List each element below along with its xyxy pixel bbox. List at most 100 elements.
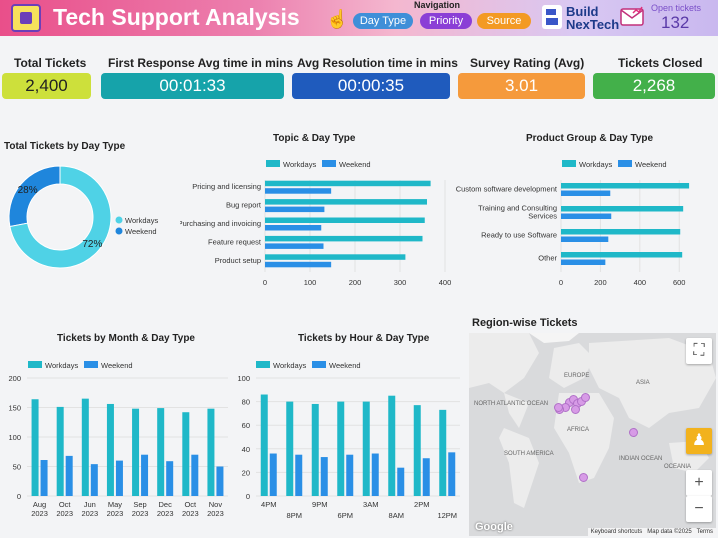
map-pin[interactable] [581, 393, 590, 402]
map-pin[interactable] [571, 405, 580, 414]
nav-day-type-button[interactable]: Day Type [353, 13, 413, 29]
map-region-label: SOUTH AMERICA [504, 451, 554, 457]
brand-logo-icon [542, 5, 562, 29]
bar-workdays [413, 405, 421, 496]
category-label: Bug report [226, 201, 262, 210]
bar-weekend [65, 455, 73, 496]
bar-weekend [561, 259, 606, 265]
map-region-label: AFRICA [567, 427, 590, 433]
zoom-out-button[interactable]: − [686, 496, 712, 522]
bar-weekend [265, 206, 325, 213]
bar-workdays [286, 401, 294, 496]
x-tick-label: 6PM [338, 511, 353, 520]
map-pin[interactable] [629, 428, 638, 437]
bar-workdays [388, 395, 396, 496]
bar-weekend [320, 457, 328, 496]
legend-swatch [312, 361, 326, 368]
legend-swatch [28, 361, 42, 368]
legend-swatch [256, 361, 270, 368]
legend-swatch [618, 160, 632, 167]
x-tick-label: 8PM [287, 511, 302, 520]
donut-chart-title: Total Tickets by Day Type [4, 141, 126, 152]
legend-swatch [115, 216, 123, 224]
category-label: Custom software development [456, 185, 558, 194]
nav-priority-button[interactable]: Priority [420, 13, 472, 29]
bar-workdays [265, 180, 431, 187]
y-tick-label: 200 [8, 374, 21, 383]
kpi-label: Tickets Closed [618, 56, 703, 70]
y-tick-label: 20 [242, 468, 250, 477]
chip-logo-icon [11, 4, 41, 32]
bar-weekend [265, 243, 324, 249]
x-tick-label: 4PM [261, 500, 276, 509]
bar-workdays [561, 206, 684, 212]
legend-label: Workdays [579, 160, 612, 169]
bar-workdays [561, 252, 683, 258]
map-pin[interactable] [554, 403, 563, 412]
bar-workdays [157, 408, 165, 496]
donut-slice-workdays [9, 165, 112, 269]
map-pin[interactable] [579, 473, 588, 482]
map-footer: Keyboard shortcuts Map data ©2025 Terms [587, 528, 716, 536]
month-chart-title: Tickets by Month & Day Type [57, 333, 195, 344]
bar-workdays [561, 183, 690, 189]
nav-source-button[interactable]: Source [477, 13, 531, 29]
hand-pointer-icon[interactable]: ☝ [326, 9, 349, 29]
category-label: Other [538, 254, 557, 263]
month-bar-chart: Workdays Weekend050100150200Aug2023Oct202… [8, 361, 228, 518]
navigation-label: Navigation [414, 0, 461, 10]
legend-label: Weekend [339, 160, 371, 169]
bar-workdays [311, 403, 319, 496]
x-tick-label: 2023 [182, 509, 199, 518]
bar-weekend [40, 460, 48, 496]
x-tick-label: 2PM [414, 500, 429, 509]
x-tick-label: 2023 [132, 509, 149, 518]
x-tick-label: Jun [84, 500, 96, 509]
x-tick-label: 0 [559, 278, 563, 287]
legend-swatch [322, 160, 336, 167]
zoom-in-button[interactable]: + [686, 470, 712, 496]
map-region-label: OCEANIA [664, 464, 692, 470]
bar-workdays [265, 235, 423, 242]
x-tick-label: Oct [184, 500, 197, 509]
fullscreen-button[interactable]: ⛶ [686, 338, 712, 364]
bar-workdays [439, 409, 447, 496]
x-tick-label: 300 [394, 278, 407, 287]
x-tick-label: 200 [349, 278, 362, 287]
x-tick-label: 2023 [81, 509, 98, 518]
bar-weekend [448, 452, 456, 496]
kpi-value: 2,400 [2, 73, 91, 99]
bar-weekend [269, 453, 277, 496]
legend-label: Workdays [45, 361, 78, 370]
bar-weekend [346, 454, 354, 496]
bar-weekend [371, 453, 379, 496]
x-tick-label: 600 [673, 278, 686, 287]
map-region-label: INDIAN OCEAN [619, 456, 663, 462]
bar-weekend [561, 190, 611, 196]
y-tick-label: 0 [246, 492, 250, 501]
street-view-pegman-icon[interactable]: ♟ [686, 428, 712, 454]
terms-link[interactable]: Terms [696, 529, 713, 535]
x-tick-label: 8AM [389, 511, 404, 520]
x-tick-label: 2023 [107, 509, 124, 518]
y-tick-label: 100 [8, 433, 21, 442]
mail-chart-icon [620, 6, 644, 26]
region-map[interactable]: EUROPE ASIA NORTH ATLANTIC OCEAN AFRICA SOUT… [469, 333, 716, 536]
map-title: Region-wise Tickets [472, 317, 578, 329]
legend-label: Workdays [125, 216, 158, 225]
bar-weekend [191, 454, 199, 496]
category-label: Feature request [208, 237, 262, 246]
kpi-value: 3.01 [458, 73, 585, 99]
x-tick-label: 12PM [437, 511, 457, 520]
bar-weekend [265, 261, 332, 268]
y-tick-label: 100 [237, 374, 250, 383]
bar-workdays [260, 394, 268, 496]
x-tick-label: Nov [209, 500, 223, 509]
y-tick-label: 150 [8, 404, 21, 413]
map-region-label: NORTH ATLANTIC OCEAN [474, 401, 549, 407]
donut-chart: 28% 72% Workdays Weekend [8, 165, 158, 269]
legend-swatch [266, 160, 280, 167]
keyboard-shortcuts-link[interactable]: Keyboard shortcuts [590, 529, 643, 535]
legend-swatch [84, 361, 98, 368]
donut-data-label: 72% [82, 239, 102, 250]
